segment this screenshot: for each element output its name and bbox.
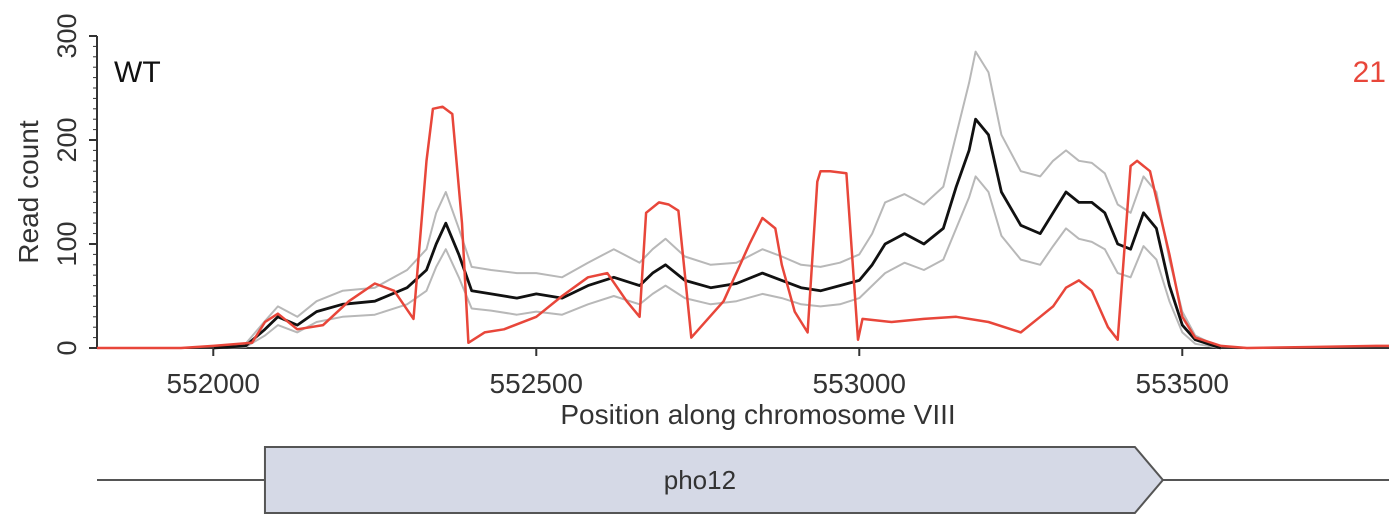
series-line-wt-mean xyxy=(213,117,1222,350)
gene-arrow xyxy=(263,446,1165,514)
x-tick-label: 553500 xyxy=(1136,368,1229,399)
x-tick-label: 553000 xyxy=(813,368,906,399)
x-axis-label: Position along chromosome VIII xyxy=(560,399,955,430)
x-tick-label: 552500 xyxy=(490,368,583,399)
series-line-wt-lower xyxy=(213,175,1222,349)
y-tick-label: 300 xyxy=(52,13,82,58)
gene-label: pho12 xyxy=(664,465,736,495)
annotation-wt: WT xyxy=(114,56,161,89)
series-layer xyxy=(97,50,1389,350)
axes: 0 100 200 300 552000 552500 553000 553500 xyxy=(52,13,1389,399)
y-tick-label: 0 xyxy=(52,340,82,355)
y-tick-label: 200 xyxy=(52,117,82,162)
series-line-wt-upper xyxy=(213,50,1222,349)
series-line-mutant xyxy=(97,105,1389,350)
x-tick-label: 552000 xyxy=(167,368,260,399)
gene-track: pho12 xyxy=(97,446,1389,514)
annotation-21: 21 xyxy=(1353,56,1386,89)
y-axis-label: Read count xyxy=(13,120,44,263)
y-tick-label: 100 xyxy=(52,221,82,266)
labels: Read count Position along chromosome VII… xyxy=(13,56,1386,430)
